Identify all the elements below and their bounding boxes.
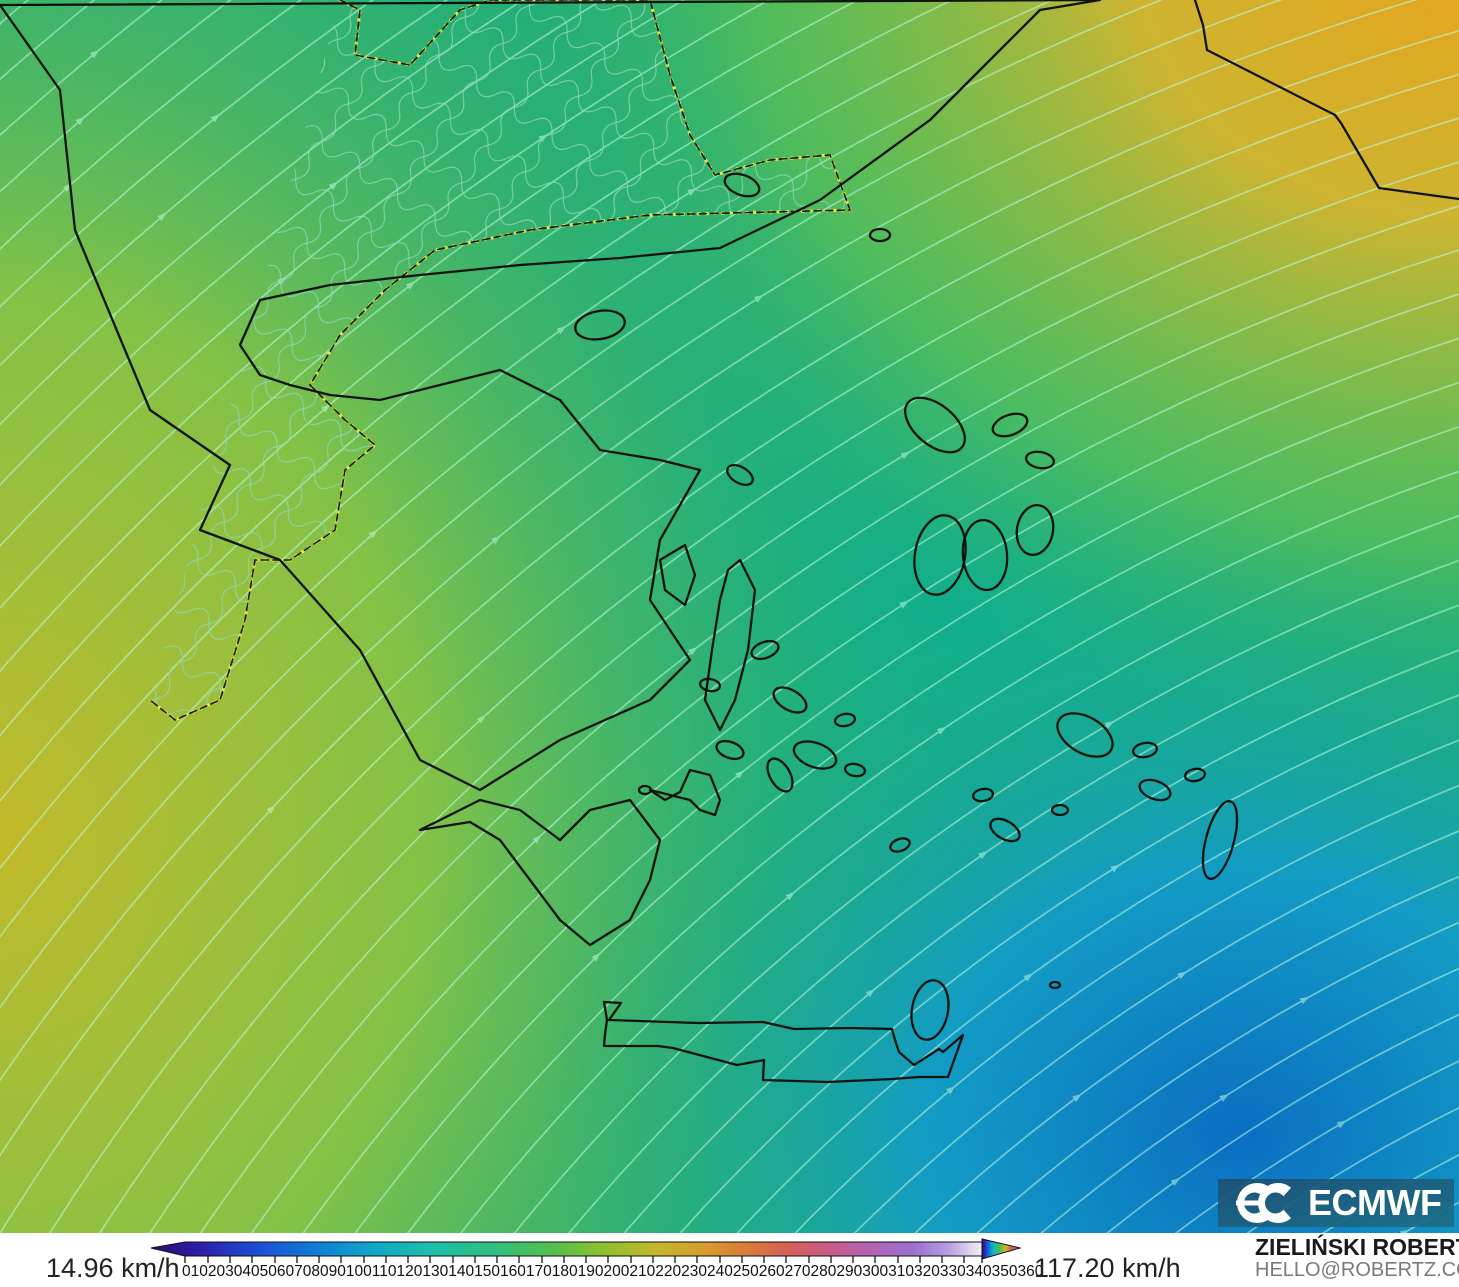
svg-text:ECMWF: ECMWF [1308, 1182, 1441, 1223]
